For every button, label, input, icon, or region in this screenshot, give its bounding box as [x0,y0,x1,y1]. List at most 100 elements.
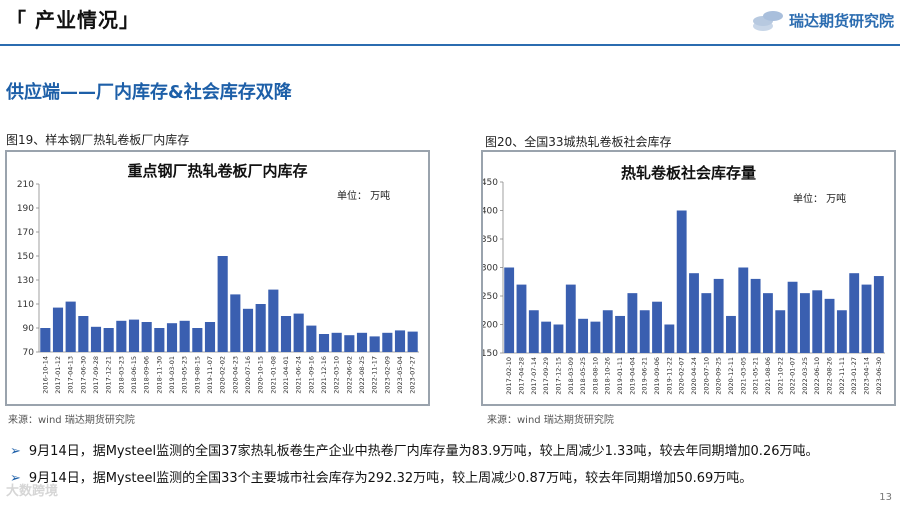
x-tick-label: 2021-05-21 [752,357,760,395]
x-tick-label: 2021-04-01 [282,356,290,394]
bar [280,316,292,352]
bar [775,310,786,353]
bar [873,276,884,353]
x-tick-label: 2020-09-25 [715,357,723,395]
x-tick-label: 2021-09-16 [307,356,315,394]
bar [824,298,835,353]
x-tick-label: 2019-11-07 [206,356,214,394]
bar [664,324,675,353]
page-title: 「 产业情况」 [6,8,140,32]
x-tick-label: 2022-03-10 [333,356,341,394]
y-tick-label: 350 [483,235,498,245]
bar [676,210,687,353]
bar [40,328,51,352]
bar [90,326,102,352]
bar [787,281,798,353]
x-tick-label: 2016-10-14 [41,356,49,394]
x-tick-label: 2020-02-02 [219,356,227,394]
section-title: 供应端——厂内库存&社会库存双降 [6,82,292,103]
bar [701,293,712,353]
bar [639,310,650,353]
bar [192,328,203,352]
x-tick-label: 2017-06-30 [79,356,87,394]
x-tick-label: 2021-01-08 [269,356,277,394]
bar [128,319,140,352]
x-tick-label: 2019-03-01 [168,356,176,394]
coin-stack-icon [752,11,783,31]
bar [849,273,860,353]
bar [204,322,216,352]
x-tick-label: 2017-01-12 [54,356,62,394]
bar [615,315,625,353]
x-tick-label: 2017-09-29 [542,357,550,395]
y-tick-label: 190 [17,204,34,214]
header-divider [0,44,900,46]
bar [407,331,418,352]
bar [52,307,64,352]
y-tick-label: 210 [17,180,34,190]
bar [812,290,823,353]
bar [627,293,638,353]
bar [154,328,165,352]
x-tick-label: 2019-11-22 [665,357,673,395]
x-tick-label: 2022-08-25 [358,356,366,394]
bar [344,335,355,352]
bar [242,308,254,352]
x-tick-label: 2018-05-25 [579,357,587,395]
page-number: 13 [879,492,892,503]
x-tick-label: 2021-12-16 [320,356,328,394]
x-tick-label: 2018-03-09 [567,357,575,395]
x-tick-label: 2023-01-27 [850,357,858,395]
x-tick-label: 2020-07-10 [702,357,710,395]
x-tick-label: 2017-12-15 [554,357,562,395]
x-tick-label: 2023-07-27 [409,356,417,394]
x-tick-label: 2023-06-30 [875,357,883,395]
bar [217,256,228,352]
bullet-text-1: 9月14日，据Mysteel监测的全国37家热轧板卷生产企业中热卷厂内库存量为8… [28,444,819,459]
bar [166,323,178,352]
bar [116,320,127,352]
x-tick-label: 2019-06-21 [641,357,649,395]
bar [578,318,589,353]
bar [652,301,662,353]
x-tick-label: 2020-12-11 [727,357,735,395]
bullet-item-2: ➢ 9月14日，据Mysteel监测的全国33个主要城市社会库存为292.32万吨… [10,467,752,486]
source-note-1: 来源：wind 瑞达期货研究院 [8,415,135,426]
bar [318,334,330,352]
bar [516,284,527,353]
x-tick-label: 2019-08-15 [193,356,201,394]
chart-title-2: 热轧卷板社会库存量 [620,164,756,182]
chart-panel-2: 热轧卷板社会库存量 单位： 万吨 150 200 250 300 350 400 450 20… [481,150,896,406]
bar [799,293,810,353]
y-tick-label: 110 [17,300,34,310]
x-tick-label: 2020-10-15 [257,356,265,394]
bar [331,332,342,352]
x-tick-label: 2018-06-15 [130,356,138,394]
x-tick-label: 2019-05-23 [181,356,189,394]
x-tick-label: 2021-08-06 [764,357,772,395]
y-tick-label: 150 [17,252,34,262]
bar [689,273,699,353]
bar [726,315,736,353]
bar [541,321,552,353]
bar [528,310,539,353]
chart-2: 150 200 250 300 350 400 450 2017-02-10 2017-04-2… [483,178,885,395]
bar [293,313,304,352]
x-tick-label: 2022-06-02 [345,356,353,394]
figure-caption-1: 图19、样本钢厂热轧卷板厂内库存 [6,133,190,147]
chart-panel-1: 重点钢厂热轧卷板厂内库存 单位： 万吨 70 90 110 130 150 170 190 2… [5,150,430,406]
bullet-text-2: 9月14日，据Mysteel监测的全国33个主要城市社会库存为292.32万吨，… [28,471,753,486]
x-tick-label: 2021-06-24 [295,356,303,394]
bar [565,284,576,353]
x-tick-label: 2022-06-10 [813,357,821,395]
bar [369,336,380,352]
x-tick-label: 2022-01-07 [789,357,797,395]
bar [553,324,564,353]
x-tick-label: 2020-02-07 [678,357,686,395]
y-tick-label: 400 [483,207,498,217]
bar [382,332,393,352]
chart-title-1: 重点钢厂热轧卷板厂内库存 [127,162,308,180]
x-tick-label: 2022-11-17 [371,356,379,394]
x-tick-label: 2017-02-10 [505,357,513,395]
y-tick-label: 150 [483,349,498,359]
